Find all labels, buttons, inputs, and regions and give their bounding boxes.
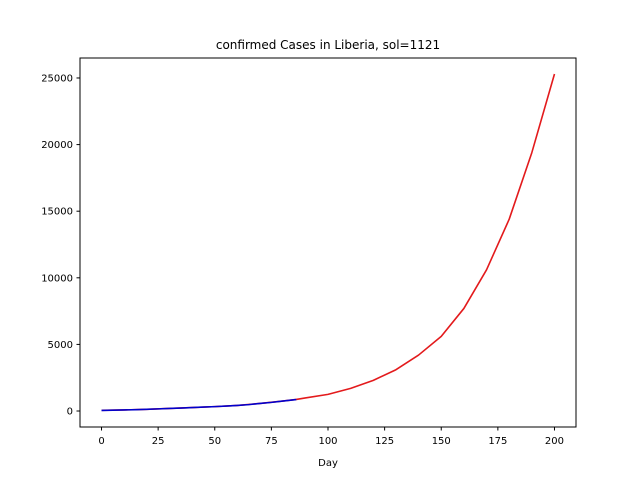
plot-frame [79, 57, 577, 428]
y-tick-label: 15000 [41, 207, 73, 218]
chart-title: confirmed Cases in Liberia, sol=1121 [216, 38, 440, 52]
y-tick-label: 10000 [41, 273, 73, 284]
y-tick-label: 25000 [41, 73, 73, 84]
x-tick-label: 200 [545, 436, 564, 447]
x-tick-label: 125 [375, 436, 394, 447]
y-tick-label: 5000 [48, 340, 73, 351]
x-tick-label: 25 [152, 436, 165, 447]
x-tick-label: 100 [318, 436, 337, 447]
x-tick-label: 75 [265, 436, 278, 447]
y-tick-label: 20000 [41, 140, 73, 151]
x-tick-label: 175 [488, 436, 507, 447]
y-tick-label: 0 [67, 407, 73, 418]
x-tick-label: 0 [98, 436, 104, 447]
x-tick-label: 150 [432, 436, 451, 447]
x-axis-label: Day [318, 458, 338, 469]
series-layer [101, 73, 556, 412]
x-tick-label: 50 [208, 436, 221, 447]
ticks-layer: 0 25 50 75 100 125 150 175 200 0 5000 10000 15000 200… [41, 73, 564, 447]
series-line-1 [101, 398, 297, 412]
